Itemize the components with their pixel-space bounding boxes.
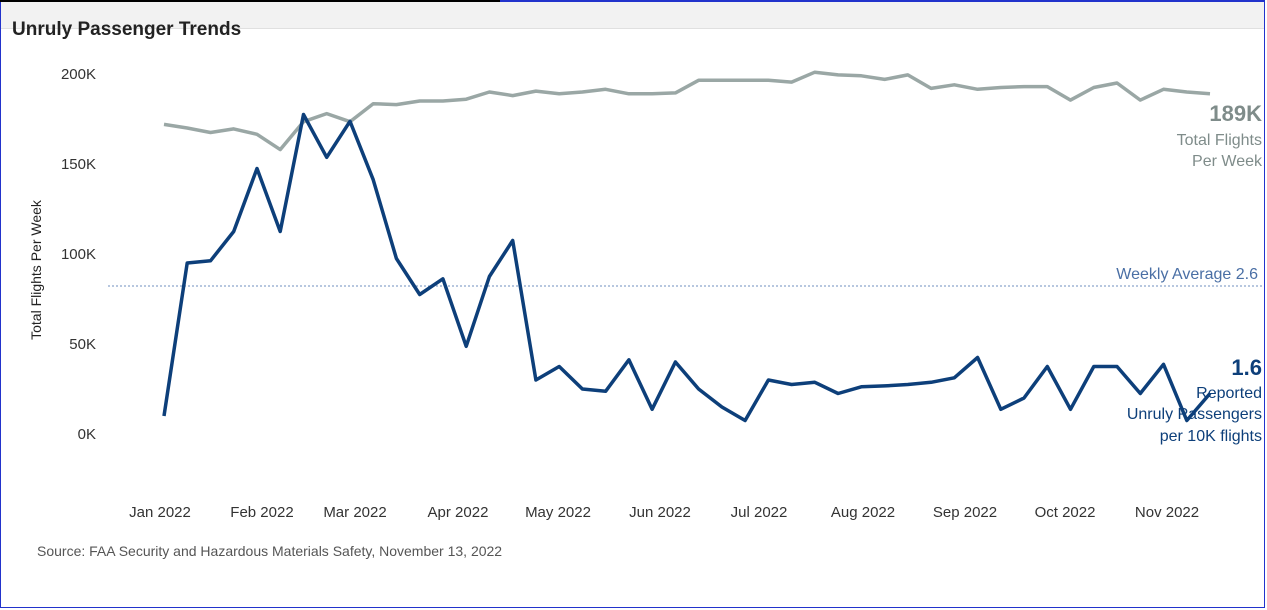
annotations: 189K Total Flights Per Week Weekly Avera… [1116, 101, 1263, 445]
x-tick-label: Nov 2022 [1135, 504, 1199, 521]
x-tick-label: Oct 2022 [1035, 504, 1096, 521]
series-lines [162, 70, 1212, 423]
x-tick-label: May 2022 [525, 504, 591, 521]
header-bar [1, 2, 1264, 29]
flights-label-line2: Per Week [1192, 153, 1263, 170]
x-tick-label: Feb 2022 [230, 504, 293, 521]
flights-label-line1: Total Flights [1177, 132, 1262, 149]
x-tick-label: Sep 2022 [933, 504, 997, 521]
y-tick-label: 0K [78, 426, 96, 443]
unruly-label-line3: per 10K flights [1160, 428, 1262, 445]
weekly-average-label: Weekly Average 2.6 [1116, 266, 1258, 283]
unruly-value-label: 1.6 [1231, 355, 1262, 380]
unruly-label-line1: Reported [1196, 385, 1262, 402]
y-axis: 200K 150K 100K 50K 0K [61, 66, 96, 443]
x-tick-label: Jul 2022 [731, 504, 788, 521]
y-tick-label: 200K [61, 66, 96, 83]
y-tick-label: 100K [61, 246, 96, 263]
x-axis: Jan 2022 Feb 2022 Mar 2022 Apr 2022 May 2022… [129, 504, 1199, 521]
top-rule [0, 0, 500, 2]
x-tick-label: Mar 2022 [323, 504, 386, 521]
x-tick-label: Jan 2022 [129, 504, 191, 521]
chart-title: Unruly Passenger Trends [12, 19, 242, 40]
y-tick-label: 50K [69, 336, 96, 353]
unruly-label-line2: Unruly Passengers [1127, 406, 1262, 423]
x-tick-label: Apr 2022 [428, 504, 489, 521]
y-tick-label: 150K [61, 156, 96, 173]
series-line-total-flights [163, 70, 1211, 152]
y-axis-title: Total Flights Per Week [28, 199, 44, 340]
x-tick-label: Aug 2022 [831, 504, 895, 521]
flights-value-label: 189K [1209, 101, 1262, 126]
y-axis-label: Total Flights Per Week [28, 199, 44, 340]
x-tick-label: Jun 2022 [629, 504, 691, 521]
source-note: Source: FAA Security and Hazardous Mater… [37, 543, 503, 559]
series-line-unruly-passengers [162, 112, 1212, 423]
